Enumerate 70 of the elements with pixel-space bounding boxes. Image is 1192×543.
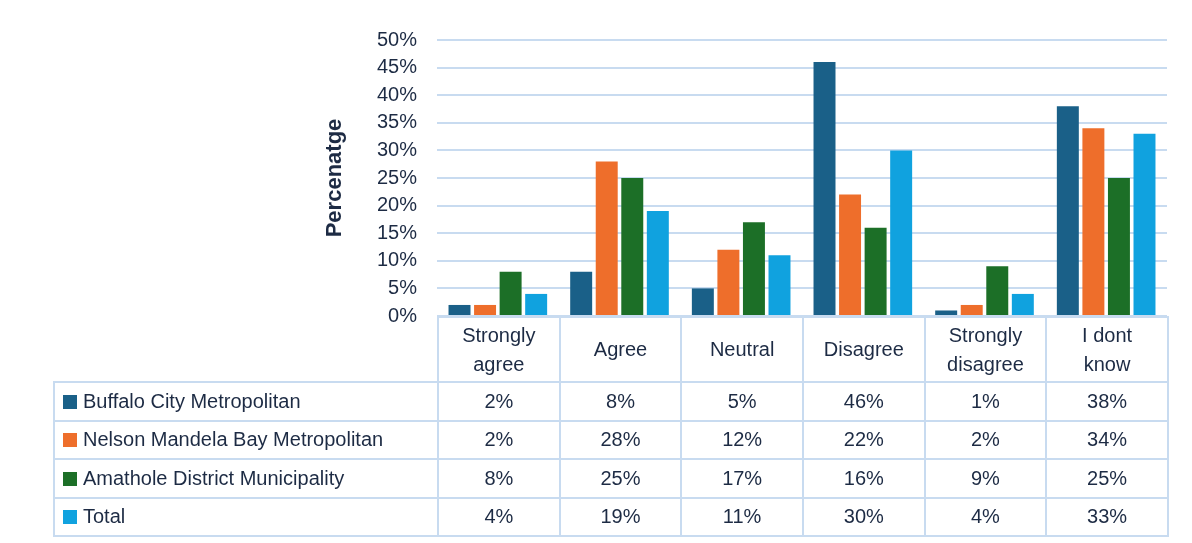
bar: [525, 293, 548, 315]
y-tick-label: 0%: [388, 303, 418, 326]
bar: [864, 227, 887, 315]
data-label: 1%: [924, 382, 1047, 421]
bar: [1011, 293, 1034, 315]
y-tick-label: 25%: [376, 165, 418, 188]
data-label: 17%: [681, 459, 803, 498]
bar: [1133, 133, 1156, 315]
y-tick-label: 5%: [388, 275, 418, 298]
x-tick-label: Disagree: [802, 317, 925, 382]
bar: [621, 178, 644, 315]
y-tick-label: 50%: [376, 27, 418, 50]
data-label: 16%: [802, 459, 925, 498]
x-tick-label: Strongly disagree: [924, 317, 1047, 382]
y-axis-title: Percenatge: [321, 118, 347, 238]
y-tick-label: 15%: [376, 220, 418, 243]
y-tick-label: 10%: [376, 248, 418, 271]
legend-label: Amathole District Municipality: [83, 466, 345, 489]
data-label: 4%: [924, 497, 1047, 536]
y-tick-label: 20%: [376, 193, 418, 216]
bar: [691, 288, 714, 315]
legend-label: Nelson Mandela Bay Metropolitan: [83, 428, 384, 451]
bar: [742, 222, 765, 315]
data-label: 4%: [438, 497, 560, 536]
y-tick-label: 45%: [376, 55, 418, 78]
data-label: 8%: [438, 459, 560, 498]
y-tick-label: 40%: [376, 82, 418, 105]
data-label: 2%: [438, 420, 560, 459]
data-label: 9%: [924, 459, 1047, 498]
bar: [960, 304, 983, 315]
bar: [768, 255, 791, 315]
data-label: 25%: [1046, 459, 1168, 498]
data-label: 2%: [924, 420, 1047, 459]
data-label: 33%: [1046, 497, 1168, 536]
data-label: 22%: [802, 420, 925, 459]
bar: [499, 271, 522, 315]
bar: [935, 310, 958, 315]
bar: [986, 266, 1009, 315]
bar: [474, 304, 497, 315]
legend-label: Total: [83, 505, 126, 528]
bar: [839, 194, 862, 315]
data-label: 25%: [559, 459, 682, 498]
x-tick-label: I dont know: [1046, 317, 1168, 382]
data-label: 2%: [438, 382, 560, 421]
bar: [1082, 128, 1105, 315]
y-tick-label: 30%: [376, 137, 418, 160]
data-label: 8%: [559, 382, 682, 421]
data-label: 11%: [681, 497, 803, 536]
bar: [1056, 106, 1079, 315]
bar: [646, 211, 669, 315]
bar: [570, 271, 593, 315]
data-label: 46%: [802, 382, 925, 421]
x-tick-label: Neutral: [681, 317, 803, 382]
bar: [1107, 178, 1130, 315]
data-label: 38%: [1046, 382, 1168, 421]
data-label: 5%: [681, 382, 803, 421]
bar: [595, 161, 618, 315]
data-label: 28%: [559, 420, 682, 459]
bar: [448, 304, 471, 315]
x-tick-label: Strongly agree: [438, 317, 560, 382]
data-label: 19%: [559, 497, 682, 536]
y-tick-label: 35%: [376, 110, 418, 133]
legend-label: Buffalo City Metropolitan: [83, 389, 301, 412]
bar: [717, 249, 740, 315]
bar: [813, 62, 836, 315]
data-label: 12%: [681, 420, 803, 459]
data-label: 30%: [802, 497, 925, 536]
x-tick-label: Agree: [559, 317, 682, 382]
data-label: 34%: [1046, 420, 1168, 459]
bar: [890, 150, 913, 315]
